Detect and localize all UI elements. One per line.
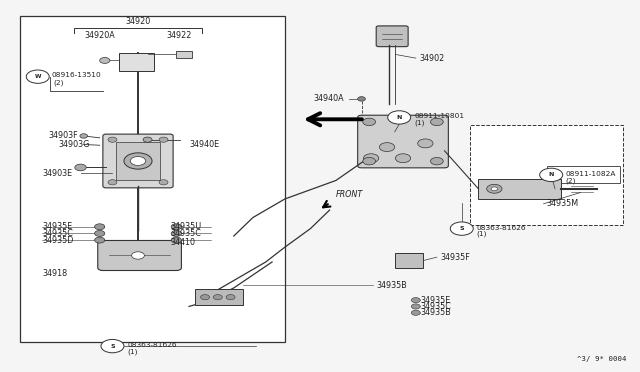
Circle shape [131, 157, 146, 166]
Circle shape [412, 310, 420, 315]
Text: 34918: 34918 [42, 269, 67, 278]
Circle shape [431, 118, 444, 126]
Text: 34935B: 34935B [421, 308, 452, 317]
Circle shape [358, 97, 365, 101]
Text: 08916-13510: 08916-13510 [52, 72, 102, 78]
Circle shape [540, 168, 563, 182]
Text: 34410: 34410 [170, 238, 195, 247]
Text: 34940E: 34940E [189, 140, 220, 149]
Circle shape [388, 111, 411, 124]
Circle shape [95, 237, 105, 243]
Text: 34935E: 34935E [42, 222, 72, 231]
Circle shape [431, 157, 444, 165]
Text: 34935D: 34935D [42, 235, 74, 245]
Circle shape [363, 118, 376, 126]
Circle shape [396, 154, 411, 163]
Text: (2): (2) [566, 177, 577, 184]
Text: 34903F: 34903F [49, 131, 78, 141]
Circle shape [143, 137, 152, 142]
Text: N: N [548, 172, 554, 177]
Circle shape [108, 137, 117, 142]
Text: 34935C: 34935C [421, 302, 452, 311]
Circle shape [491, 187, 497, 190]
Text: 08911-1082A: 08911-1082A [566, 171, 616, 177]
Bar [547, 166, 620, 183]
Circle shape [486, 185, 502, 193]
Text: 34935E: 34935E [421, 296, 451, 305]
Bar [119, 53, 154, 71]
Circle shape [364, 154, 379, 163]
Text: S: S [110, 344, 115, 349]
Text: (1): (1) [127, 349, 138, 355]
Text: W: W [35, 74, 41, 79]
Text: (2): (2) [53, 80, 63, 86]
Circle shape [418, 139, 433, 148]
Text: 34920: 34920 [125, 17, 150, 26]
Bar [478, 179, 561, 199]
Text: 34935B: 34935B [376, 281, 407, 290]
Bar [470, 125, 623, 225]
Bar [176, 51, 192, 58]
Text: 08363-81626: 08363-81626 [127, 341, 177, 347]
Text: 08363-81626: 08363-81626 [476, 225, 526, 231]
FancyBboxPatch shape [98, 240, 181, 270]
Circle shape [172, 231, 181, 236]
FancyBboxPatch shape [103, 134, 173, 188]
Circle shape [451, 222, 473, 235]
Text: ^3/ 9* 0004: ^3/ 9* 0004 [577, 356, 627, 362]
Circle shape [26, 70, 49, 83]
Circle shape [363, 157, 376, 165]
Text: 34903G: 34903G [58, 140, 90, 149]
Text: N: N [397, 115, 402, 120]
Circle shape [108, 180, 117, 185]
Text: 34935C: 34935C [42, 229, 73, 238]
Circle shape [100, 57, 110, 63]
Circle shape [124, 153, 152, 169]
Circle shape [172, 237, 181, 243]
Circle shape [172, 224, 181, 230]
Text: 34903E: 34903E [42, 169, 72, 177]
Circle shape [101, 339, 124, 353]
Bar [395, 253, 424, 267]
Text: S: S [460, 226, 464, 231]
Circle shape [200, 295, 209, 300]
Text: (1): (1) [476, 231, 487, 237]
Bar [116, 141, 161, 180]
Text: 34922: 34922 [167, 31, 192, 41]
Circle shape [95, 231, 105, 236]
Circle shape [80, 134, 88, 138]
Circle shape [226, 295, 235, 300]
FancyBboxPatch shape [376, 26, 408, 46]
Circle shape [159, 180, 168, 185]
FancyBboxPatch shape [358, 115, 449, 168]
Circle shape [213, 295, 222, 300]
Text: FRONT: FRONT [336, 190, 364, 199]
Text: 34920A: 34920A [84, 31, 115, 41]
Circle shape [412, 298, 420, 303]
Text: 08911-10801: 08911-10801 [415, 113, 465, 119]
Bar [20, 16, 285, 341]
Circle shape [159, 137, 168, 142]
Text: 34935F: 34935F [440, 253, 470, 262]
Circle shape [132, 252, 145, 259]
Circle shape [95, 224, 105, 230]
Text: 34935C: 34935C [170, 229, 201, 238]
Text: 34940A: 34940A [314, 94, 344, 103]
Circle shape [380, 142, 395, 151]
Text: 34935M: 34935M [547, 199, 579, 208]
Bar [195, 289, 243, 305]
Text: (1): (1) [415, 120, 425, 126]
Text: 34902: 34902 [419, 54, 444, 62]
Circle shape [412, 304, 420, 309]
Circle shape [75, 164, 86, 171]
Text: 34935U: 34935U [170, 222, 201, 231]
